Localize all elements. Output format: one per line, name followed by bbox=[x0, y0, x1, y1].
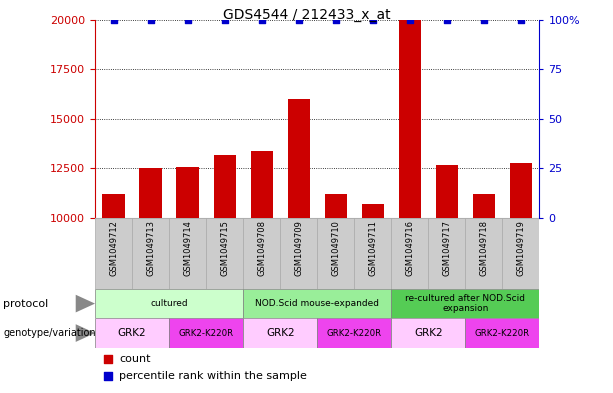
Bar bbox=[436, 165, 458, 218]
Bar bbox=[398, 20, 421, 218]
Bar bbox=[169, 218, 206, 289]
Text: protocol: protocol bbox=[3, 299, 48, 309]
Text: NOD.Scid mouse-expanded: NOD.Scid mouse-expanded bbox=[255, 299, 379, 308]
Bar bbox=[243, 289, 391, 318]
Text: GSM1049715: GSM1049715 bbox=[220, 220, 229, 276]
Bar bbox=[391, 318, 465, 348]
Text: re-cultured after NOD.Scid
expansion: re-cultured after NOD.Scid expansion bbox=[405, 294, 525, 313]
Text: GRK2-K220R: GRK2-K220R bbox=[327, 329, 382, 338]
Text: GSM1049714: GSM1049714 bbox=[183, 220, 192, 276]
Bar bbox=[95, 289, 243, 318]
Text: GSM1049709: GSM1049709 bbox=[294, 220, 303, 276]
Text: GSM1049716: GSM1049716 bbox=[405, 220, 414, 276]
Text: GDS4544 / 212433_x_at: GDS4544 / 212433_x_at bbox=[223, 8, 390, 22]
Bar bbox=[465, 318, 539, 348]
Text: GSM1049713: GSM1049713 bbox=[146, 220, 155, 276]
Bar bbox=[318, 218, 354, 289]
Bar bbox=[503, 218, 539, 289]
Bar bbox=[428, 218, 465, 289]
Bar bbox=[213, 154, 236, 218]
Point bbox=[368, 17, 378, 23]
Text: GSM1049710: GSM1049710 bbox=[331, 220, 340, 276]
Text: GRK2-K220R: GRK2-K220R bbox=[178, 329, 234, 338]
Text: genotype/variation: genotype/variation bbox=[3, 328, 96, 338]
Text: GSM1049719: GSM1049719 bbox=[516, 220, 525, 276]
Point bbox=[479, 17, 489, 23]
Bar bbox=[140, 169, 162, 218]
Polygon shape bbox=[76, 324, 95, 342]
Point bbox=[516, 17, 526, 23]
Point bbox=[257, 17, 267, 23]
Text: GSM1049711: GSM1049711 bbox=[368, 220, 377, 276]
Point bbox=[405, 17, 415, 23]
Text: GRK2: GRK2 bbox=[118, 328, 147, 338]
Point bbox=[146, 17, 156, 23]
Text: GRK2: GRK2 bbox=[414, 328, 443, 338]
Bar bbox=[391, 289, 539, 318]
Bar bbox=[251, 151, 273, 218]
Text: GSM1049718: GSM1049718 bbox=[479, 220, 489, 276]
Text: GSM1049708: GSM1049708 bbox=[257, 220, 266, 276]
Bar bbox=[354, 218, 391, 289]
Bar bbox=[132, 218, 169, 289]
Point bbox=[183, 17, 192, 23]
Bar bbox=[510, 163, 532, 218]
Bar bbox=[362, 204, 384, 218]
Bar bbox=[95, 218, 132, 289]
Bar bbox=[243, 318, 318, 348]
Text: GSM1049717: GSM1049717 bbox=[443, 220, 451, 276]
Text: GRK2-K220R: GRK2-K220R bbox=[475, 329, 530, 338]
Point bbox=[219, 17, 229, 23]
Point bbox=[109, 17, 118, 23]
Bar bbox=[95, 318, 169, 348]
Point bbox=[433, 123, 443, 129]
Bar bbox=[465, 218, 503, 289]
Bar bbox=[325, 194, 347, 218]
Point bbox=[442, 17, 452, 23]
Bar bbox=[206, 218, 243, 289]
Point bbox=[331, 17, 341, 23]
Text: percentile rank within the sample: percentile rank within the sample bbox=[120, 371, 307, 381]
Text: GSM1049712: GSM1049712 bbox=[109, 220, 118, 276]
Bar bbox=[287, 99, 310, 218]
Text: GRK2: GRK2 bbox=[266, 328, 294, 338]
Text: count: count bbox=[120, 354, 151, 364]
Point bbox=[294, 17, 303, 23]
Bar bbox=[169, 318, 243, 348]
Bar bbox=[243, 218, 280, 289]
Bar bbox=[391, 218, 428, 289]
Point bbox=[433, 284, 443, 290]
Bar bbox=[102, 194, 124, 218]
Bar bbox=[473, 194, 495, 218]
Bar bbox=[318, 318, 391, 348]
Bar bbox=[280, 218, 318, 289]
Polygon shape bbox=[76, 295, 95, 312]
Bar bbox=[177, 167, 199, 218]
Text: cultured: cultured bbox=[150, 299, 188, 308]
